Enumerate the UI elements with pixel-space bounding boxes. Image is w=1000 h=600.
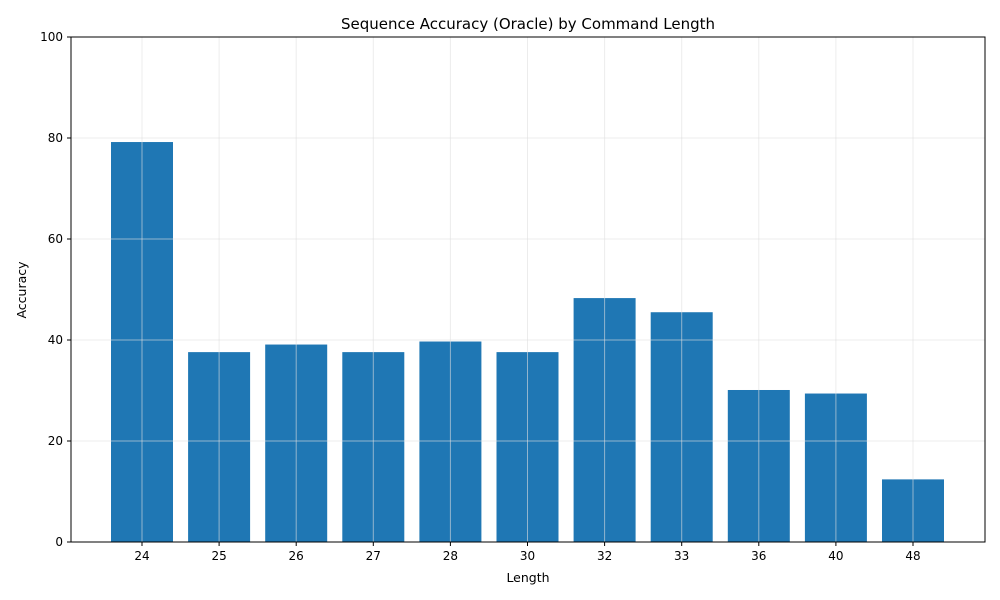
x-tick-label: 40 (828, 549, 843, 563)
x-tick-label: 36 (751, 549, 766, 563)
bars (71, 36, 985, 543)
y-tick-label: 20 (48, 434, 63, 448)
y-tick-label: 40 (48, 333, 63, 347)
x-axis: 24 25 26 27 28 30 32 33 36 40 48 (134, 542, 921, 563)
x-axis-label: Length (506, 570, 549, 585)
y-tick-label: 60 (48, 232, 63, 246)
chart-title: Sequence Accuracy (Oracle) by Command Le… (341, 15, 715, 33)
x-tick-label: 30 (520, 549, 535, 563)
x-tick-label: 48 (905, 549, 920, 563)
y-tick-label: 80 (48, 131, 63, 145)
x-tick-label: 28 (443, 549, 458, 563)
y-tick-label: 0 (55, 535, 63, 549)
x-tick-label: 26 (289, 549, 304, 563)
x-tick-label: 27 (366, 549, 381, 563)
y-axis-label: Accuracy (14, 261, 29, 319)
y-axis: 0 20 40 60 80 100 (40, 30, 71, 549)
x-tick-label: 33 (674, 549, 689, 563)
x-tick-label: 32 (597, 549, 612, 563)
y-tick-label: 100 (40, 30, 63, 44)
x-tick-label: 24 (134, 549, 149, 563)
x-tick-label: 25 (211, 549, 226, 563)
